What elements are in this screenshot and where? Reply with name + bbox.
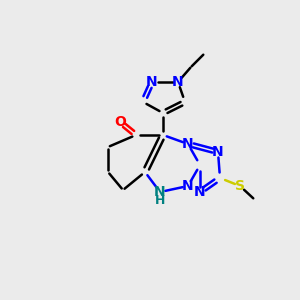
Text: S: S — [235, 179, 245, 193]
Text: N: N — [154, 185, 166, 199]
Text: H: H — [155, 194, 165, 208]
Text: N: N — [146, 75, 158, 89]
Text: N: N — [212, 145, 224, 159]
Text: O: O — [114, 115, 126, 129]
Text: N: N — [182, 137, 194, 151]
Text: N: N — [172, 75, 184, 89]
Text: N: N — [182, 179, 194, 193]
Text: N: N — [194, 185, 206, 199]
